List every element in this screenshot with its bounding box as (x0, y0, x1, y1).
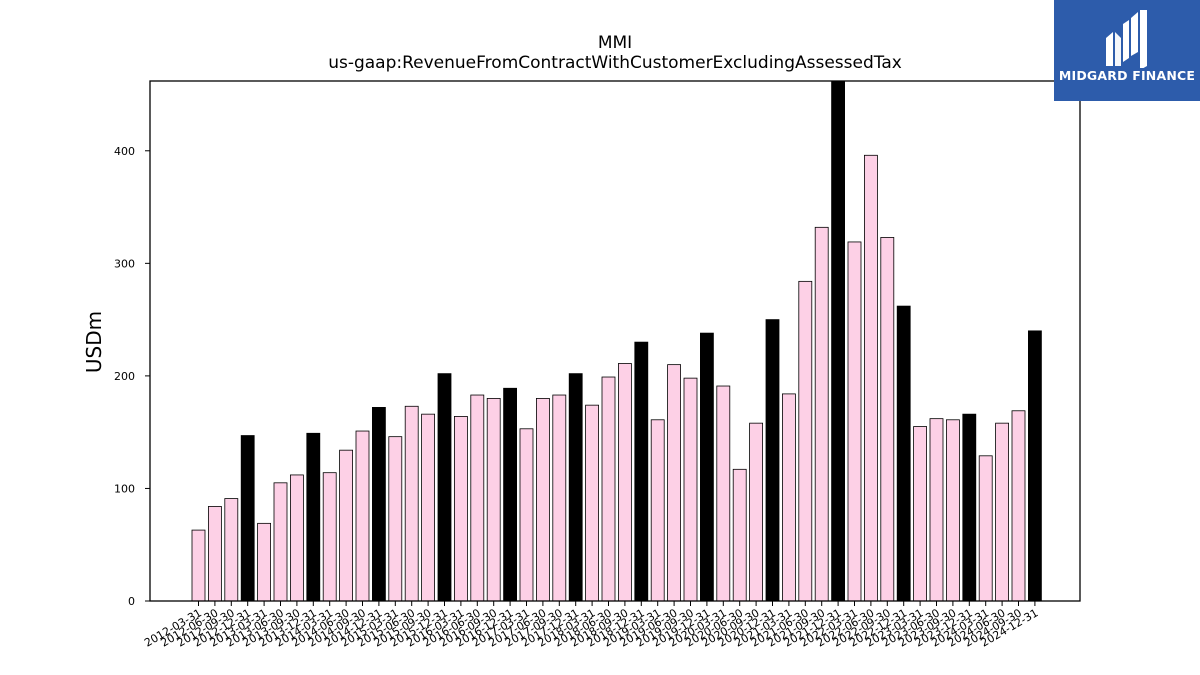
bar-2024-03-31 (978, 455, 993, 602)
bar-2021-03-31 (782, 393, 796, 602)
bar-2014-09-30 (355, 430, 370, 602)
y-tick-label: 400 (114, 145, 135, 158)
y-tick-label: 300 (114, 257, 135, 270)
bar-2015-12-31 (437, 373, 452, 602)
bar-2020-12-31 (765, 319, 780, 602)
bar-2019-03-31 (650, 419, 665, 602)
bar-2019-06-30 (667, 364, 681, 602)
y-axis-label: USDm (82, 311, 106, 373)
bar-2015-03-31 (388, 436, 403, 602)
bar-2012-03-31 (191, 529, 206, 602)
bar-2023-12-31 (962, 413, 977, 602)
bar-2022-09-30 (880, 237, 895, 602)
chart-title: MMI (598, 33, 632, 53)
bar-2018-09-30 (618, 363, 632, 602)
bar-2023-09-30 (946, 419, 960, 602)
bar-2016-06-30 (470, 394, 485, 602)
bar-2017-12-31 (568, 373, 583, 602)
bar-2012-12-31 (240, 435, 255, 602)
y-tick-label: 100 (114, 482, 135, 495)
midgard-logo-icon (1106, 10, 1147, 68)
bar-2024-09-30 (1011, 410, 1026, 602)
bar-2016-03-31 (453, 416, 468, 602)
bar-2020-06-30 (732, 468, 747, 602)
bar-2024-06-30 (995, 422, 1009, 602)
bar-2015-09-30 (421, 413, 436, 602)
bar-2012-09-30 (224, 498, 239, 602)
bar-2013-09-30 (289, 474, 304, 602)
bar-2014-12-31 (371, 407, 386, 602)
bar-2022-03-31 (847, 241, 862, 602)
bar-2019-12-31 (700, 332, 714, 602)
bar-2023-03-31 (913, 426, 927, 602)
bar-2023-06-30 (929, 418, 944, 602)
bar-2014-06-30 (339, 449, 354, 602)
midgard-finance-logo: MIDGARD FINANCE (1054, 0, 1200, 101)
bar-2021-12-31 (831, 80, 845, 602)
bars-group (191, 80, 1042, 602)
bar-2013-06-30 (273, 482, 288, 602)
bar-2022-12-31 (896, 305, 911, 602)
y-tick-label: 0 (128, 595, 135, 608)
bar-2014-03-31 (322, 472, 337, 602)
y-tick-label: 200 (114, 370, 135, 383)
bar-2018-06-30 (601, 376, 616, 602)
bar-2022-06-30 (864, 154, 878, 602)
bar-2018-03-31 (585, 404, 599, 602)
bar-2012-06-30 (207, 506, 222, 602)
x-ticks-group: 2012-03-312012-06-302012-09-302012-12-31… (142, 601, 1040, 650)
bar-2019-09-30 (683, 377, 698, 602)
bar-2016-12-31 (503, 387, 518, 602)
bar-2016-09-30 (486, 397, 501, 602)
bar-2021-06-30 (798, 280, 813, 602)
bar-2020-09-30 (749, 422, 763, 602)
chart-subtitle: us-gaap:RevenueFromContractWithCustomerE… (328, 53, 902, 73)
bar-2017-06-30 (536, 397, 550, 602)
bar-2020-03-31 (716, 385, 731, 602)
bar-2021-09-30 (814, 226, 829, 602)
bar-2018-12-31 (634, 341, 649, 602)
y-ticks-group: 0 100 200 300 400 (114, 145, 150, 608)
bar-2013-03-31 (257, 522, 272, 602)
plot-frame (149, 80, 1081, 602)
bar-2013-12-31 (306, 432, 321, 602)
bar-2017-09-30 (552, 394, 567, 602)
bar-2017-03-31 (519, 428, 534, 602)
logo-text: MIDGARD FINANCE (1058, 68, 1196, 83)
bar-2015-06-30 (404, 405, 419, 602)
bar-2024-12-31 (1028, 330, 1042, 602)
